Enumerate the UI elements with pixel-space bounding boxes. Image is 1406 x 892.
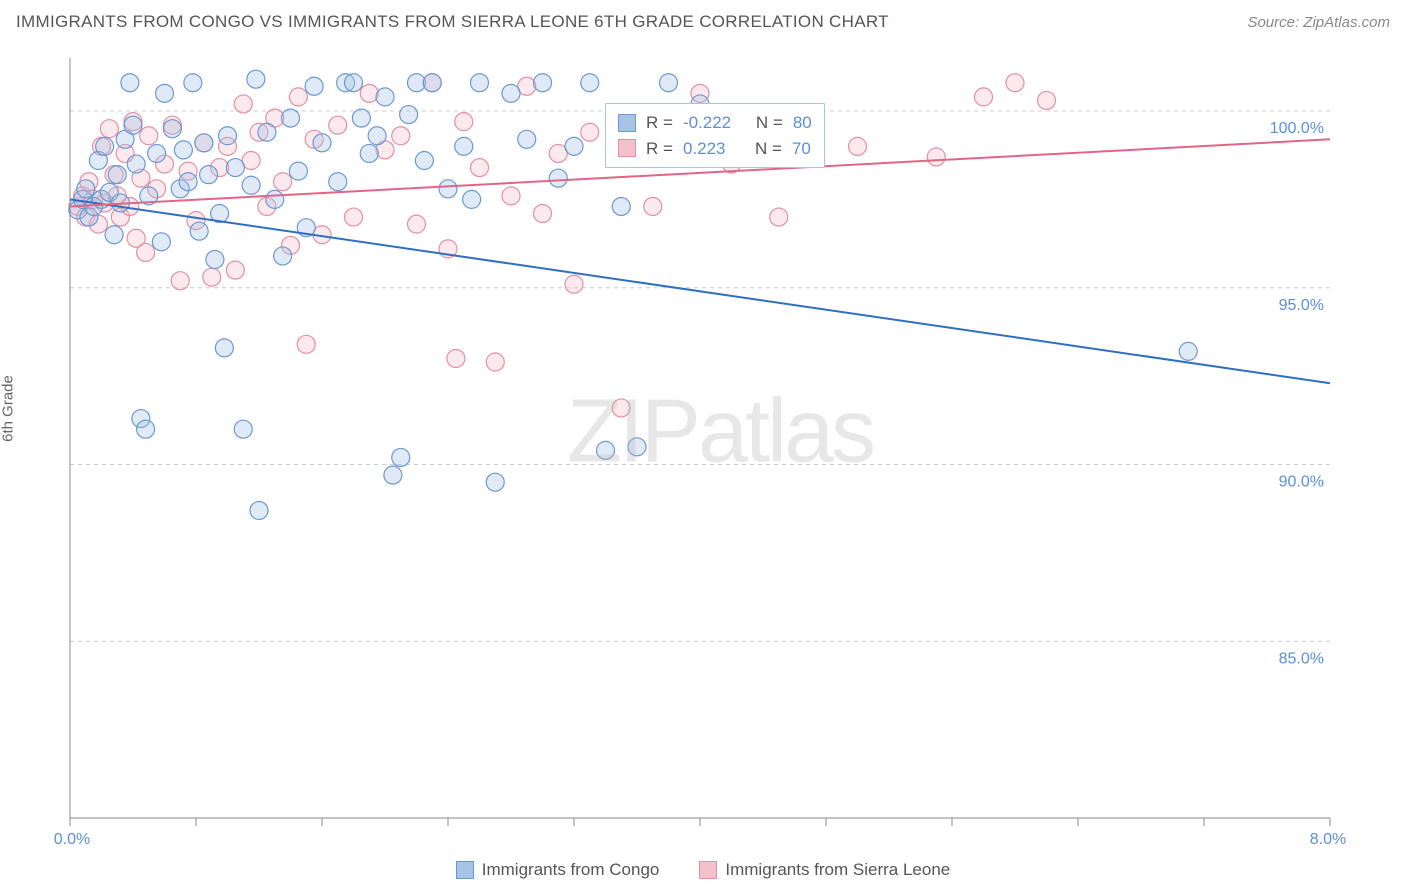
scatter-plot: 85.0%90.0%95.0%100.0%0.0%8.0% ZIPatlas R… bbox=[50, 48, 1390, 848]
stat-n-label: N = bbox=[755, 136, 782, 162]
legend-label-congo: Immigrants from Congo bbox=[482, 860, 660, 880]
legend-label-sierra: Immigrants from Sierra Leone bbox=[725, 860, 950, 880]
stats-row-sierra: R = 0.223 N = 70 bbox=[618, 136, 812, 162]
stat-r-label: R = bbox=[646, 110, 673, 136]
stat-n-label: N = bbox=[756, 110, 783, 136]
swatch-sierra-icon bbox=[699, 861, 717, 879]
swatch-congo-icon bbox=[618, 114, 636, 132]
chart-source: Source: ZipAtlas.com bbox=[1247, 14, 1390, 31]
swatch-sierra-icon bbox=[618, 139, 636, 157]
legend-item-congo: Immigrants from Congo bbox=[456, 860, 660, 880]
stat-r-sierra: 0.223 bbox=[683, 136, 726, 162]
stats-row-congo: R = -0.222 N = 80 bbox=[618, 110, 812, 136]
svg-text:8.0%: 8.0% bbox=[1310, 831, 1346, 848]
y-axis-label: 6th Grade bbox=[0, 375, 17, 442]
plot-svg: 85.0% 90.0% 95.0% 100.0% 0.0% 8.0% bbox=[50, 48, 1390, 848]
svg-text:90.0%: 90.0% bbox=[1279, 474, 1324, 491]
swatch-congo-icon bbox=[456, 861, 474, 879]
legend-item-sierra: Immigrants from Sierra Leone bbox=[699, 860, 950, 880]
svg-text:0.0%: 0.0% bbox=[54, 831, 90, 848]
legend: Immigrants from Congo Immigrants from Si… bbox=[0, 860, 1406, 880]
stats-box: R = -0.222 N = 80 R = 0.223 N = 70 bbox=[605, 103, 825, 168]
stat-r-label: R = bbox=[646, 136, 673, 162]
stat-r-congo: -0.222 bbox=[683, 110, 731, 136]
stat-n-sierra: 70 bbox=[792, 136, 811, 162]
chart-title: IMMIGRANTS FROM CONGO VS IMMIGRANTS FROM… bbox=[16, 12, 889, 32]
stat-n-congo: 80 bbox=[793, 110, 812, 136]
svg-text:95.0%: 95.0% bbox=[1279, 297, 1324, 314]
chart-header: IMMIGRANTS FROM CONGO VS IMMIGRANTS FROM… bbox=[0, 0, 1406, 40]
svg-text:85.0%: 85.0% bbox=[1279, 650, 1324, 667]
svg-text:100.0%: 100.0% bbox=[1270, 120, 1324, 137]
